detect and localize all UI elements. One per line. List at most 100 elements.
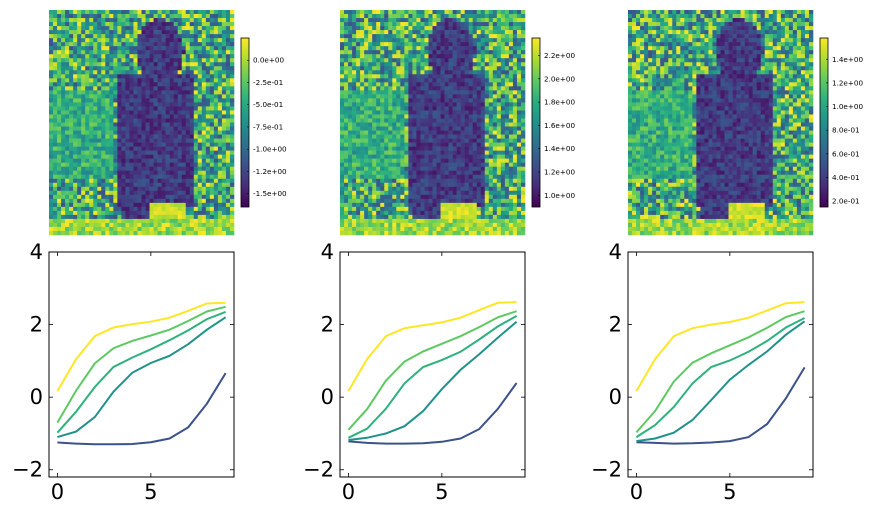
heatmap-cell (105, 154, 110, 159)
heatmap-cell (392, 70, 397, 75)
heatmap-cell (464, 178, 469, 184)
heatmap-cell (149, 206, 154, 212)
heatmap-cell (484, 66, 490, 71)
heatmap-cell (464, 70, 469, 75)
heatmap-cell (165, 94, 170, 99)
heatmap-cell (145, 134, 150, 139)
heatmap-cell (173, 110, 178, 115)
heatmap-cell (436, 58, 441, 63)
heatmap-cell (181, 138, 187, 143)
heatmap-cell (388, 174, 393, 180)
heatmap-cell (157, 198, 162, 204)
heatmap-cell (388, 70, 393, 75)
heatmap-cell (149, 62, 154, 67)
heatmap-cell (113, 14, 118, 19)
heatmap-cell (412, 54, 417, 59)
heatmap-cell (500, 74, 506, 79)
heatmap-cell (404, 90, 409, 95)
heatmap-cell (512, 114, 518, 119)
heatmap-cell (488, 70, 494, 75)
heatmap-cell (173, 66, 178, 71)
heatmap-cell (173, 10, 178, 15)
heatmap-cell (141, 118, 146, 123)
heatmap-cell (109, 102, 114, 107)
heatmap-cell (181, 210, 187, 216)
heatmap-cell (209, 90, 215, 95)
heatmap-cell (428, 110, 433, 115)
heatmap-cell (109, 22, 114, 27)
heatmap-cell (189, 154, 195, 159)
heatmap-cell (388, 186, 393, 192)
heatmap-cell (229, 222, 235, 228)
heatmap-cell (177, 22, 183, 27)
heatmap-cell (408, 26, 413, 31)
heatmap-cell (492, 46, 498, 51)
heatmap-cell (444, 190, 449, 196)
heatmap-cell (77, 42, 82, 47)
heatmap-cell (225, 86, 231, 91)
heatmap-cell (404, 106, 409, 111)
heatmap-cell (101, 218, 106, 224)
heatmap-cell (69, 146, 74, 151)
heatmap-cell (488, 98, 494, 103)
heatmap-cell (480, 198, 486, 204)
heatmap-cell (380, 198, 385, 204)
heatmap-cell (137, 158, 142, 163)
heatmap-cell (49, 166, 54, 172)
heatmap-cell (368, 102, 373, 107)
heatmap-cell (416, 46, 421, 51)
heatmap-cell (209, 134, 215, 139)
heatmap-cell (480, 154, 486, 159)
heatmap-cell (209, 14, 215, 19)
heatmap-cell (145, 130, 150, 135)
heatmap-cell (476, 170, 482, 176)
heatmap-cell (456, 22, 461, 27)
heatmap-cell (408, 90, 413, 95)
heatmap-cell (512, 10, 518, 15)
heatmap-cell (488, 150, 494, 155)
heatmap-cell (181, 190, 187, 196)
heatmap-cell (153, 58, 158, 63)
heatmap-cell (428, 122, 433, 127)
heatmap-cell (484, 10, 490, 15)
heatmap-cell (396, 18, 401, 23)
heatmap-cell (85, 214, 90, 220)
heatmap-cell (217, 162, 223, 167)
heatmap-cell (113, 186, 118, 192)
heatmap-cell (480, 46, 486, 51)
heatmap-cell (380, 26, 385, 31)
heatmap-cell (500, 126, 506, 131)
heatmap-cell (376, 154, 381, 159)
heatmap-cell (177, 130, 183, 135)
colorbar-1 (240, 37, 250, 208)
heatmap-cell (121, 102, 126, 107)
heatmap-cell (173, 158, 178, 163)
heatmap-cell (81, 38, 86, 43)
heatmap-cell (364, 162, 369, 167)
heatmap-cell (500, 82, 506, 87)
heatmap-cell (197, 18, 203, 23)
heatmap-cell (432, 70, 437, 75)
heatmap-cell (340, 26, 345, 31)
heatmap-cell (229, 138, 235, 143)
heatmap-cell (480, 150, 486, 155)
heatmap-cell (420, 18, 425, 23)
heatmap-cell (488, 22, 494, 27)
heatmap-cell (185, 162, 191, 167)
heatmap-cell (85, 90, 90, 95)
heatmap-cell (440, 34, 445, 39)
heatmap-cell (85, 150, 90, 155)
heatmap-cell (169, 62, 174, 67)
heatmap-cell (209, 86, 215, 91)
heatmap-cell (205, 14, 211, 19)
heatmap-cell (416, 50, 421, 55)
heatmap-cell (161, 70, 166, 75)
heatmap-cell (149, 186, 154, 192)
heatmap-cell (129, 86, 134, 91)
heatmap-cell (201, 70, 207, 75)
heatmap-cell (73, 210, 78, 216)
heatmap-cell (476, 58, 482, 63)
heatmap-cell (137, 66, 142, 71)
heatmap-cell (49, 186, 54, 192)
heatmap-cell (209, 158, 215, 163)
